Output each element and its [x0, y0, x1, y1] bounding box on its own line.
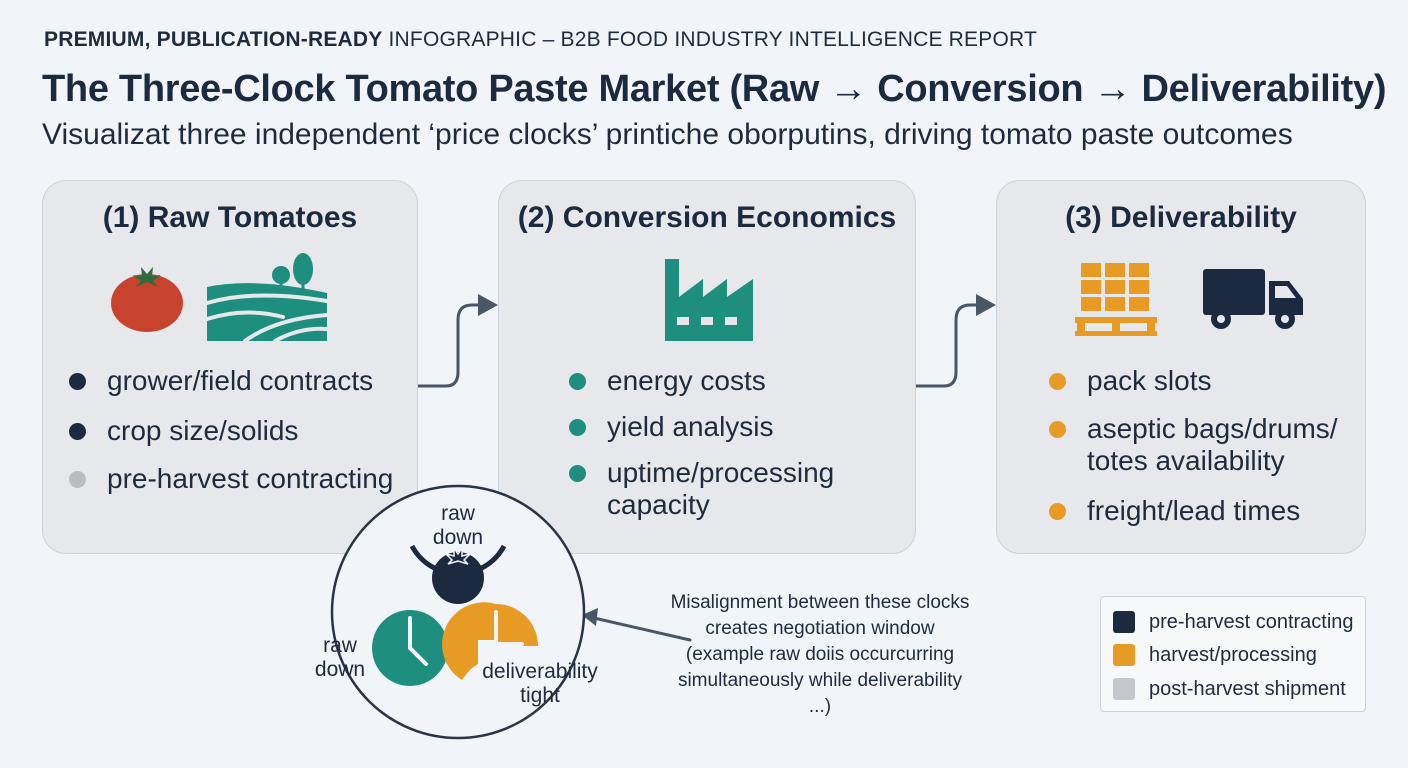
factory-icon	[665, 259, 753, 341]
deliverability-bullets: pack slots aseptic bags/drums/ totes ava…	[1049, 365, 1352, 527]
pallet-boxes-icon	[1075, 263, 1157, 336]
bullet-dot	[1049, 421, 1066, 438]
farm-field-icon	[205, 253, 329, 341]
bullet-item: freight/lead times	[1049, 495, 1352, 527]
orange-clock-icon	[442, 602, 538, 680]
raw-tomatoes-bullets: grower/field contracts crop size/solids …	[69, 365, 394, 495]
bullet-dot	[569, 373, 586, 390]
clock-label-top: raw down	[432, 502, 484, 549]
legend-item: harvest/processing	[1113, 642, 1317, 668]
connector-arrowhead-2	[976, 294, 996, 316]
bullet-item: energy costs	[569, 365, 867, 411]
page-subtitle: Visualizat three independent ‘price cloc…	[42, 118, 1293, 151]
legend-item: post-harvest shipment	[1113, 676, 1346, 702]
bullet-text: crop size/solids	[107, 415, 299, 446]
legend-swatch	[1113, 678, 1135, 700]
bullet-item: crop size/solids	[69, 415, 393, 463]
bullet-dot	[69, 373, 86, 390]
bullet-item: pre-harvest contracting	[69, 463, 394, 495]
note-arrow	[592, 616, 692, 642]
connector-arrowhead-1	[478, 294, 498, 316]
bullet-dot	[1049, 503, 1066, 520]
bullet-dot	[569, 465, 586, 482]
connector-arrow-2	[914, 303, 982, 388]
legend-item: pre-harvest contracting	[1113, 609, 1354, 635]
note-arrowhead	[582, 608, 598, 626]
bullet-text: aseptic bags/drums/ totes availability	[1087, 413, 1338, 476]
clock-label-right: deliverability tight	[482, 660, 598, 707]
legend: pre-harvest contracting harvest/processi…	[1100, 596, 1366, 712]
bullet-text: pack slots	[1087, 365, 1212, 396]
legend-label: pre-harvest contracting	[1149, 610, 1354, 633]
report-kicker: PREMIUM, PUBLICATION-READY INFOGRAPHIC –…	[44, 28, 1037, 52]
bullet-text: yield analysis	[607, 411, 774, 442]
card-deliverability: (3) Deliverability pack slots aseptic ba…	[996, 180, 1366, 554]
bullet-dot	[1049, 373, 1066, 390]
truck-icon	[1203, 269, 1303, 329]
misalignment-note: Misalignment between these clocks create…	[670, 592, 970, 717]
legend-label: harvest/processing	[1149, 643, 1317, 666]
conversion-economics-bullets: energy costs yield analysis uptime/proce…	[569, 365, 867, 521]
tomato-clock-icon	[432, 545, 484, 604]
legend-label: post-harvest shipment	[1149, 677, 1346, 700]
bullet-item: yield analysis	[569, 411, 867, 457]
bullet-dot	[569, 419, 586, 436]
card-title-deliverability: (3) Deliverability	[1065, 201, 1297, 234]
bullet-text: freight/lead times	[1087, 495, 1301, 526]
page-title: The Three-Clock Tomato Paste Market (Raw…	[42, 68, 1387, 110]
card-title-conversion-economics: (2) Conversion Economics	[517, 201, 897, 234]
teal-clock-icon	[372, 610, 448, 686]
bullet-item: aseptic bags/drums/ totes availability	[1049, 413, 1352, 495]
clock-label-left: raw down	[314, 634, 366, 681]
bullet-item: grower/field contracts	[69, 365, 393, 415]
bullet-item: pack slots	[1049, 365, 1352, 413]
tomato-icon	[111, 267, 183, 332]
bullet-text: pre-harvest contracting	[107, 463, 394, 494]
card-title-raw-tomatoes: (1) Raw Tomatoes	[102, 201, 358, 234]
legend-swatch	[1113, 644, 1135, 666]
bullet-text: grower/field contracts	[107, 365, 374, 396]
kicker-bold: PREMIUM, PUBLICATION-READY	[44, 28, 383, 51]
kicker-rest: INFOGRAPHIC – B2B FOOD INDUSTRY INTELLIG…	[382, 28, 1038, 51]
bullet-item: uptime/processing capacity	[569, 457, 867, 521]
bullet-dot	[69, 471, 86, 488]
legend-swatch	[1113, 611, 1135, 633]
connector-arrow-1	[416, 303, 484, 388]
bullet-text: uptime/processing capacity	[607, 457, 835, 520]
bullet-dot	[69, 423, 86, 440]
card-raw-tomatoes: (1) Raw Tomatoes grower/field contracts …	[42, 180, 418, 554]
bullet-text: energy costs	[607, 365, 766, 396]
card-conversion-economics: (2) Conversion Economics energy costs yi…	[498, 180, 916, 554]
